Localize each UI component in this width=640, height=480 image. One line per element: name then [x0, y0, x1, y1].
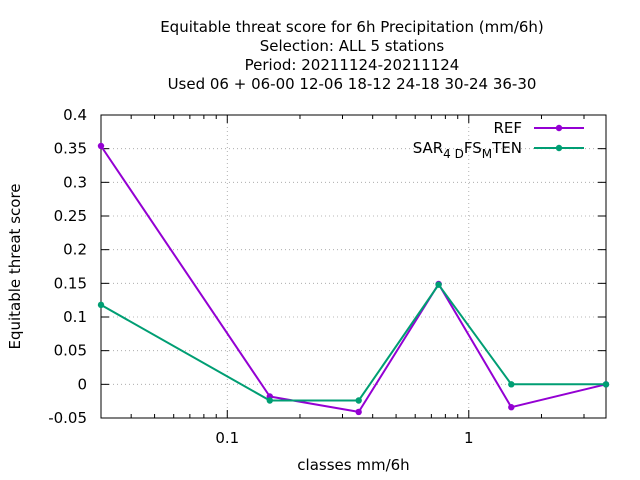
y-tick-label: 0.35 [54, 140, 87, 158]
title-line: Period: 20211124-20211124 [245, 56, 460, 74]
y-tick-label: 0.3 [63, 173, 87, 191]
title-line: Equitable threat score for 6h Precipitat… [160, 18, 544, 36]
y-tick-label: 0 [77, 375, 87, 393]
legend-marker-0 [555, 124, 563, 132]
legend: REF SAR4 DFSMTEN [413, 119, 584, 161]
y-tick-label: -0.05 [48, 409, 87, 427]
axis-ticks [100, 114, 606, 419]
y-tick-label: 0.05 [54, 342, 87, 360]
legend-subscript: 4 D [443, 147, 464, 161]
y-tick-label: 0.25 [54, 207, 87, 225]
data-point [97, 301, 105, 309]
series-line-0 [100, 145, 607, 413]
data-point [97, 142, 105, 150]
legend-subscript: M [482, 147, 492, 161]
chart-title: Equitable threat score for 6h Precipitat… [160, 18, 544, 93]
x-axis-label: classes mm/6h [297, 456, 409, 474]
x-tick-label: 1 [464, 429, 474, 447]
legend-label-0: REF [493, 119, 522, 137]
gridlines [101, 115, 606, 418]
legend-text: FS [464, 139, 482, 157]
y-tick-label: 0.4 [63, 106, 87, 124]
y-tick-label: 0.1 [63, 308, 87, 326]
legend-label-1: SAR4 DFSMTEN [413, 139, 522, 161]
x-tick-labels: 0.1 1 [215, 429, 473, 447]
title-line: Selection: ALL 5 stations [260, 37, 445, 55]
legend-text: REF [493, 119, 522, 137]
y-tick-label: 0.15 [54, 274, 87, 292]
data-point [355, 408, 362, 416]
data-point [508, 381, 515, 388]
y-axis-label: Equitable threat score [6, 183, 24, 349]
data-point [355, 397, 362, 404]
data-point [602, 381, 610, 388]
series-line-1 [100, 283, 606, 402]
series-lines [97, 142, 610, 416]
data-point [266, 397, 274, 404]
title-line: Used 06 + 06-00 12-06 18-12 24-18 30-24 … [168, 75, 537, 93]
legend-text: SAR [413, 139, 443, 157]
legend-marker-1 [555, 144, 563, 152]
legend-text: TEN [491, 139, 522, 157]
data-point [435, 281, 442, 288]
y-tick-label: 0.2 [63, 241, 87, 259]
y-tick-labels: -0.05 0 0.05 0.1 0.15 0.2 0.25 0.3 0.35 0.4 [48, 106, 87, 427]
plot-frame [100, 114, 607, 419]
data-point [508, 404, 515, 411]
x-tick-label: 0.1 [215, 429, 239, 447]
